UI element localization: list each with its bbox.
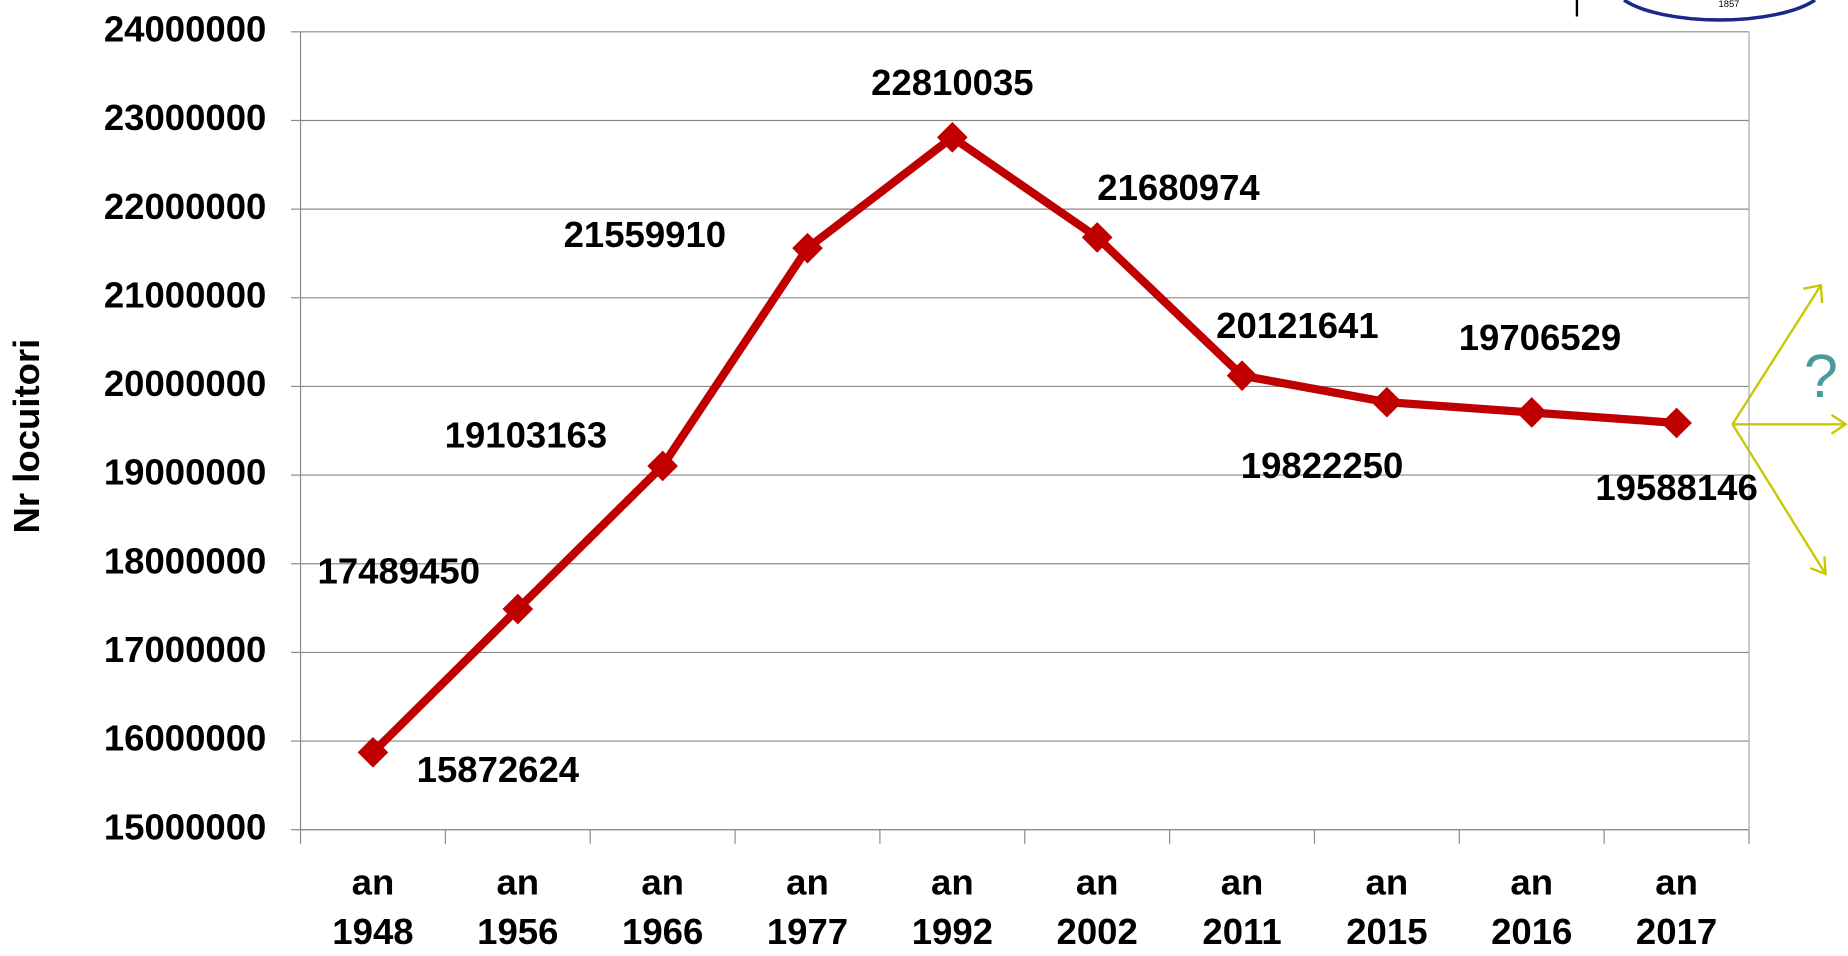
data-label: 22810035 <box>871 62 1033 103</box>
data-label: 19706529 <box>1459 317 1621 358</box>
y-tick-label: 21000000 <box>104 274 266 315</box>
data-label: 17489450 <box>318 550 480 591</box>
x-tick-label: an 2016 <box>1491 861 1573 953</box>
data-label: 19103163 <box>445 414 607 455</box>
x-tick-label: an 1977 <box>766 861 849 953</box>
y-tick-label: 22000000 <box>104 186 266 227</box>
x-tick-label: an 1966 <box>622 861 704 953</box>
y-axis-label: Nr locuitori <box>6 339 47 534</box>
x-tick-label: an 1992 <box>911 861 993 953</box>
x-tick-label: an 1956 <box>477 861 559 953</box>
y-tick-label: 19000000 <box>104 452 266 493</box>
trend-arrows <box>1731 283 1848 576</box>
x-tick-label: an 1948 <box>332 861 414 953</box>
x-tick-label: an 2015 <box>1346 861 1428 953</box>
marker <box>1661 407 1692 439</box>
x-tick-label: an 2011 <box>1202 861 1282 953</box>
y-tick-label: 20000000 <box>104 363 266 404</box>
data-label: 21680974 <box>1097 167 1260 208</box>
annotation: ? <box>1804 342 1838 410</box>
data-label: 20121641 <box>1216 305 1378 346</box>
data-label: 21559910 <box>564 214 726 255</box>
y-tick-label: 23000000 <box>104 97 266 138</box>
x-tick-label: an 2002 <box>1056 861 1138 953</box>
marker <box>792 232 823 264</box>
y-tick-label: 17000000 <box>104 629 266 670</box>
y-tick-label: 24000000 <box>104 8 266 49</box>
y-tick-label: 16000000 <box>104 718 266 759</box>
y-tick-label: 15000000 <box>104 806 266 847</box>
logo <box>1623 0 1816 22</box>
data-label: 19588146 <box>1595 467 1757 508</box>
marker <box>647 450 678 482</box>
marker <box>1516 397 1548 428</box>
y-tick-label: 18000000 <box>104 540 266 581</box>
logo-text: 1857 <box>1718 0 1739 9</box>
marker <box>1371 386 1403 418</box>
data-line <box>370 133 1677 756</box>
x-tick-label: an 2017 <box>1635 861 1718 953</box>
data-label: 19822250 <box>1241 445 1403 486</box>
data-label: 15872624 <box>417 749 580 790</box>
